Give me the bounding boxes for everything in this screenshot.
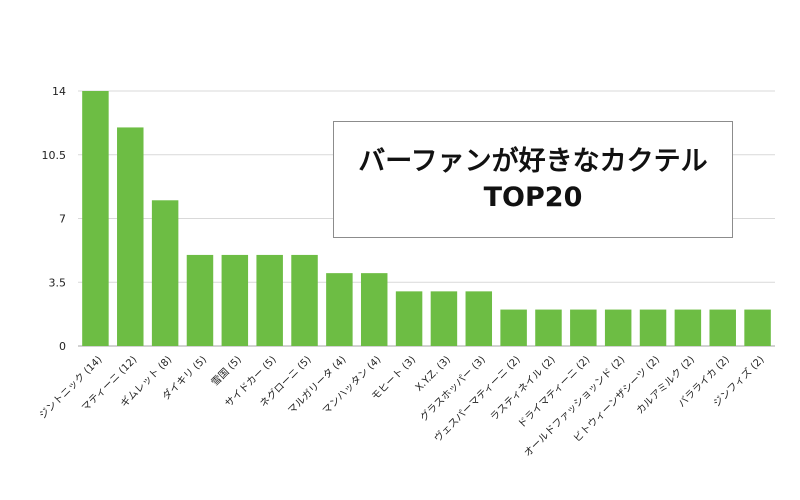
x-tick-label: カルアミルク (2) (634, 354, 697, 417)
bar (360, 273, 388, 346)
bar (604, 309, 632, 346)
x-tick-label: マルガリータ (4) (286, 354, 349, 417)
bar (570, 309, 597, 346)
y-axis-ticks: 0 3.5 7 10.5 14 (42, 85, 67, 353)
x-tick-label: 雪国 (5) (209, 354, 244, 389)
bar (221, 254, 249, 346)
bar (465, 291, 493, 346)
bar (674, 309, 702, 346)
x-tick-label: グラスホッパー (3) (417, 353, 488, 424)
bar (744, 309, 771, 346)
bar (151, 200, 179, 346)
bar (256, 254, 283, 346)
bar (326, 273, 353, 346)
bar (82, 91, 109, 346)
bar (117, 127, 144, 346)
bar (395, 291, 423, 346)
bar (430, 291, 458, 346)
x-tick-label: ラスティネイル (2) (488, 354, 558, 424)
y-tick-label: 0 (59, 340, 66, 353)
chart-title-box: バーファンが好きなカクテル TOP20 (333, 121, 733, 238)
x-tick-label: マンハッタン (4) (320, 354, 383, 417)
bars (82, 91, 771, 346)
y-tick-label: 3.5 (49, 276, 67, 289)
chart-title-line-2: TOP20 (483, 181, 583, 213)
bar (709, 309, 736, 346)
y-tick-label: 10.5 (42, 149, 67, 162)
x-axis-labels: ジントニック (14)マティーニ (12)ギムレット (8)ダイキリ (5) 雪国… (37, 353, 767, 459)
bar (639, 309, 667, 346)
bar (291, 254, 318, 346)
bar (500, 309, 527, 346)
y-tick-label: 7 (59, 213, 66, 226)
x-tick-label: ジントニック (14) (37, 354, 105, 422)
bar (186, 254, 214, 346)
bar (535, 309, 562, 346)
chart-title-line-1: バーファンが好きなカクテル (358, 145, 708, 177)
y-tick-label: 14 (52, 85, 66, 98)
